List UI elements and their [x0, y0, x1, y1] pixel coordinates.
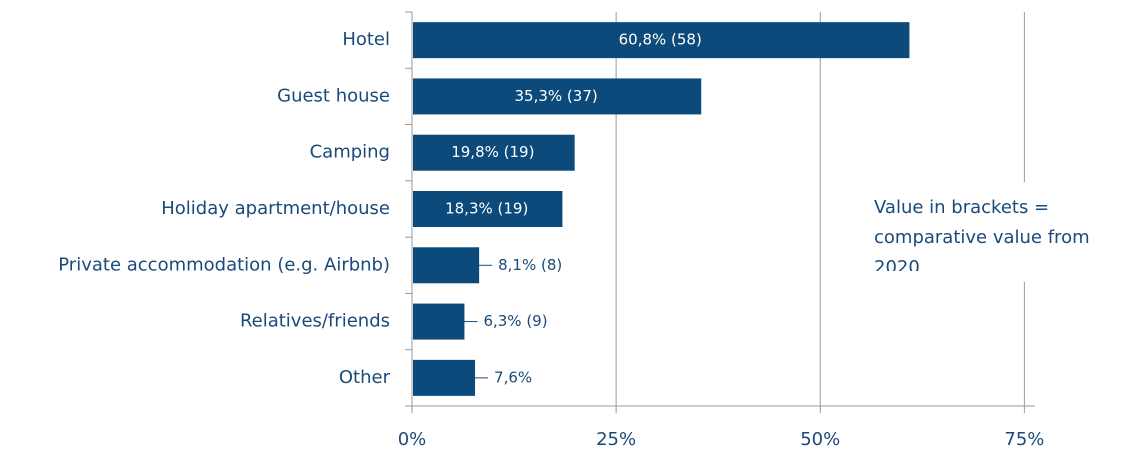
y-tick-label: Holiday apartment/house — [161, 198, 390, 219]
x-tick-label: 75% — [1004, 429, 1044, 450]
data-label: 8,1% (8) — [498, 256, 562, 274]
bar — [413, 359, 476, 396]
data-label: 60,8% (58) — [619, 31, 702, 49]
annotation-background — [862, 182, 1130, 282]
x-tick-label: 50% — [800, 429, 840, 450]
annotation: Value in brackets = comparative value fr… — [874, 197, 1090, 271]
data-label: 7,6% — [494, 368, 532, 386]
x-tick-label: 25% — [596, 429, 636, 450]
bar — [413, 22, 910, 59]
data-label: 19,8% (19) — [451, 143, 534, 161]
x-tick-label: 0% — [398, 429, 427, 450]
data-label: 6,3% (9) — [483, 312, 547, 330]
bar — [413, 247, 480, 284]
annotation-box: Value in brackets = comparative value fr… — [874, 197, 1090, 271]
y-tick-label: Camping — [310, 142, 390, 163]
y-tick-label: Other — [339, 367, 391, 388]
y-tick-label: Private accommodation (e.g. Airbnb) — [58, 254, 390, 275]
y-tick-label: Relatives/friends — [240, 311, 390, 332]
data-label: 35,3% (37) — [515, 87, 598, 105]
bar — [413, 134, 575, 171]
y-tick-label: Guest house — [277, 85, 390, 106]
bar — [413, 303, 465, 340]
data-label: 18,3% (19) — [445, 200, 528, 218]
bar — [413, 191, 563, 227]
y-tick-label: Hotel — [342, 29, 390, 50]
bar — [413, 78, 702, 115]
